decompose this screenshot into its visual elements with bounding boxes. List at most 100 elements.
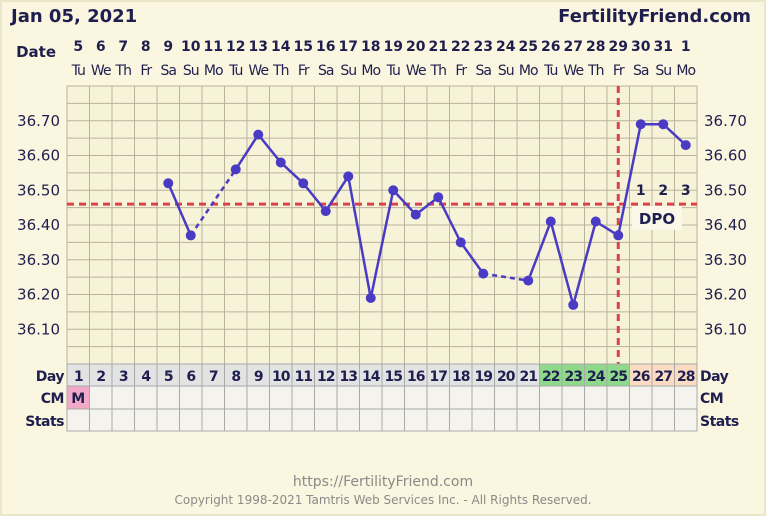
cycle-day-number: 20 — [497, 369, 516, 385]
date-label: 24 — [496, 39, 516, 55]
cm-cell — [606, 385, 630, 410]
weekday-label: Th — [115, 63, 132, 79]
date-label: 12 — [226, 39, 245, 55]
temp-line — [527, 221, 552, 282]
temp-point — [455, 237, 466, 248]
dpo-number: 1 — [636, 183, 646, 199]
day-row-label-right: Day — [700, 369, 729, 385]
date-label: 20 — [406, 39, 426, 55]
date-label: 9 — [163, 39, 173, 55]
cm-cell — [314, 385, 338, 410]
brand-logo-text: FertilityFriend.com — [558, 6, 751, 27]
date-label: 6 — [96, 39, 106, 55]
dpo-number: 3 — [681, 183, 691, 199]
date-label: 5 — [73, 39, 83, 55]
temp-line — [324, 175, 350, 212]
cycle-day-number: 8 — [231, 369, 240, 385]
cm-row-label-right: CM — [700, 391, 723, 407]
temp-line — [234, 133, 260, 171]
y-tick-left: 36.20 — [17, 286, 60, 304]
cm-cell — [134, 385, 158, 410]
stats-cell — [381, 408, 405, 432]
temp-point — [365, 292, 376, 303]
footer-url[interactable]: https://FertilityFriend.com — [292, 474, 474, 490]
date-label: 15 — [294, 39, 313, 55]
cycle-day-number: 19 — [475, 369, 493, 385]
weekday-label: Su — [498, 63, 514, 79]
stats-cell — [516, 408, 540, 432]
y-tick-right: 36.70 — [704, 112, 747, 130]
cm-cell — [381, 385, 405, 410]
weekday-label: Tu — [71, 63, 85, 79]
day-row-label: Day — [36, 369, 65, 385]
temp-line — [302, 182, 327, 212]
date-label: 7 — [118, 39, 128, 55]
date-label: 10 — [181, 39, 201, 55]
cycle-day-number: 3 — [119, 369, 128, 385]
stats-cell — [89, 408, 113, 432]
stats-cell — [134, 408, 158, 432]
weekday-label: Th — [430, 63, 447, 79]
date-label: 31 — [654, 39, 673, 55]
temp-line-gap — [189, 168, 237, 237]
cycle-day-number: 12 — [317, 369, 335, 385]
temp-point — [613, 230, 624, 241]
cycle-day-number: 2 — [96, 369, 105, 385]
date-label: 22 — [451, 39, 470, 55]
cycle-day-number: 16 — [407, 369, 425, 385]
cycle-day-number: 7 — [209, 369, 218, 385]
temp-point — [298, 178, 309, 189]
y-tick-left: 36.70 — [17, 112, 60, 130]
cm-cell — [224, 385, 248, 410]
cm-cell — [516, 385, 540, 410]
y-tick-right: 36.60 — [704, 147, 747, 165]
weekday-label: Mo — [204, 63, 223, 79]
weekday-label: Tu — [543, 63, 557, 79]
cm-row-label: CM — [41, 391, 64, 407]
weekday-label: Sa — [476, 63, 492, 79]
dpo-label-bg — [632, 206, 682, 230]
stats-row-label-right: Stats — [700, 414, 739, 430]
temp-point — [230, 164, 241, 175]
date-label: 1 — [681, 39, 691, 55]
temp-line — [392, 189, 417, 216]
temp-point — [590, 216, 601, 227]
weekday-label: Fr — [613, 63, 625, 79]
weekday-label: Fr — [140, 63, 152, 79]
weekday-label: Mo — [361, 63, 380, 79]
y-tick-left: 36.50 — [17, 181, 60, 199]
y-tick-right: 36.40 — [704, 216, 747, 234]
y-tick-left: 36.40 — [17, 216, 60, 234]
weekday-label: We — [248, 63, 268, 79]
cm-cell — [336, 385, 360, 410]
cm-cell — [674, 385, 698, 410]
temp-point — [523, 275, 534, 286]
cycle-day-number: 27 — [655, 369, 673, 385]
cycle-day-number: 21 — [520, 369, 538, 385]
cycle-day-number: 4 — [141, 369, 151, 385]
date-label: 11 — [204, 39, 223, 55]
temp-line — [572, 221, 597, 306]
weekday-label: Fr — [298, 63, 310, 79]
cm-cell — [629, 385, 653, 410]
temp-line — [459, 241, 485, 275]
cm-cell — [201, 385, 225, 410]
temp-point — [658, 119, 669, 130]
dpo-label: DPO — [639, 210, 675, 228]
date-label: 21 — [429, 39, 448, 55]
cycle-day-number: 14 — [362, 369, 381, 385]
temp-point — [433, 192, 444, 203]
cycle-day-number: 17 — [430, 369, 448, 385]
temp-line — [279, 161, 305, 185]
cycle-day-number: 13 — [340, 369, 358, 385]
stats-cell — [561, 408, 585, 432]
temp-point — [275, 157, 286, 168]
stats-cell — [629, 408, 653, 432]
cycle-day-number: 22 — [542, 369, 560, 385]
stats-cell — [179, 408, 203, 432]
cm-cell — [359, 385, 383, 410]
temp-line — [437, 196, 462, 243]
stats-cell — [606, 408, 630, 432]
stats-cell — [471, 408, 495, 432]
